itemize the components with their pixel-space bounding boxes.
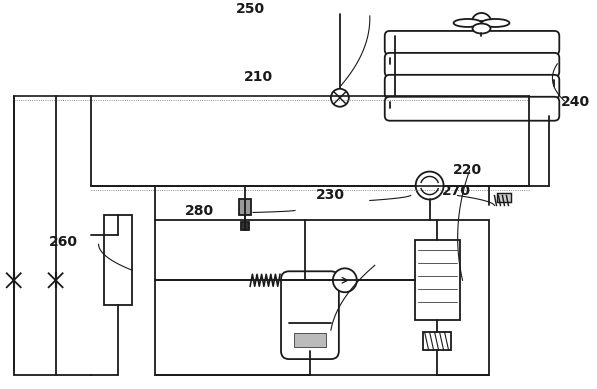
FancyBboxPatch shape (384, 53, 559, 77)
Text: 260: 260 (48, 235, 78, 249)
FancyBboxPatch shape (384, 97, 559, 121)
Bar (497, 193, 512, 203)
Bar (241, 223, 249, 230)
Bar (479, 21, 485, 26)
Bar (239, 200, 251, 216)
Text: 240: 240 (561, 95, 590, 109)
Circle shape (472, 13, 491, 33)
Ellipse shape (472, 24, 491, 33)
Bar (415, 240, 460, 320)
Ellipse shape (482, 19, 509, 27)
FancyBboxPatch shape (384, 75, 559, 99)
Ellipse shape (454, 19, 482, 27)
Text: 280: 280 (185, 203, 214, 217)
FancyBboxPatch shape (281, 271, 339, 359)
Bar (423, 332, 451, 350)
Bar (155, 221, 490, 375)
Bar (104, 216, 133, 305)
Text: 220: 220 (453, 163, 482, 177)
Bar (294, 333, 326, 347)
Text: 210: 210 (244, 70, 273, 84)
Circle shape (416, 172, 444, 200)
Text: 250: 250 (236, 2, 265, 16)
Circle shape (331, 89, 349, 107)
Circle shape (333, 268, 357, 292)
Text: 230: 230 (316, 188, 345, 202)
FancyBboxPatch shape (384, 31, 559, 55)
Text: 270: 270 (441, 184, 470, 198)
